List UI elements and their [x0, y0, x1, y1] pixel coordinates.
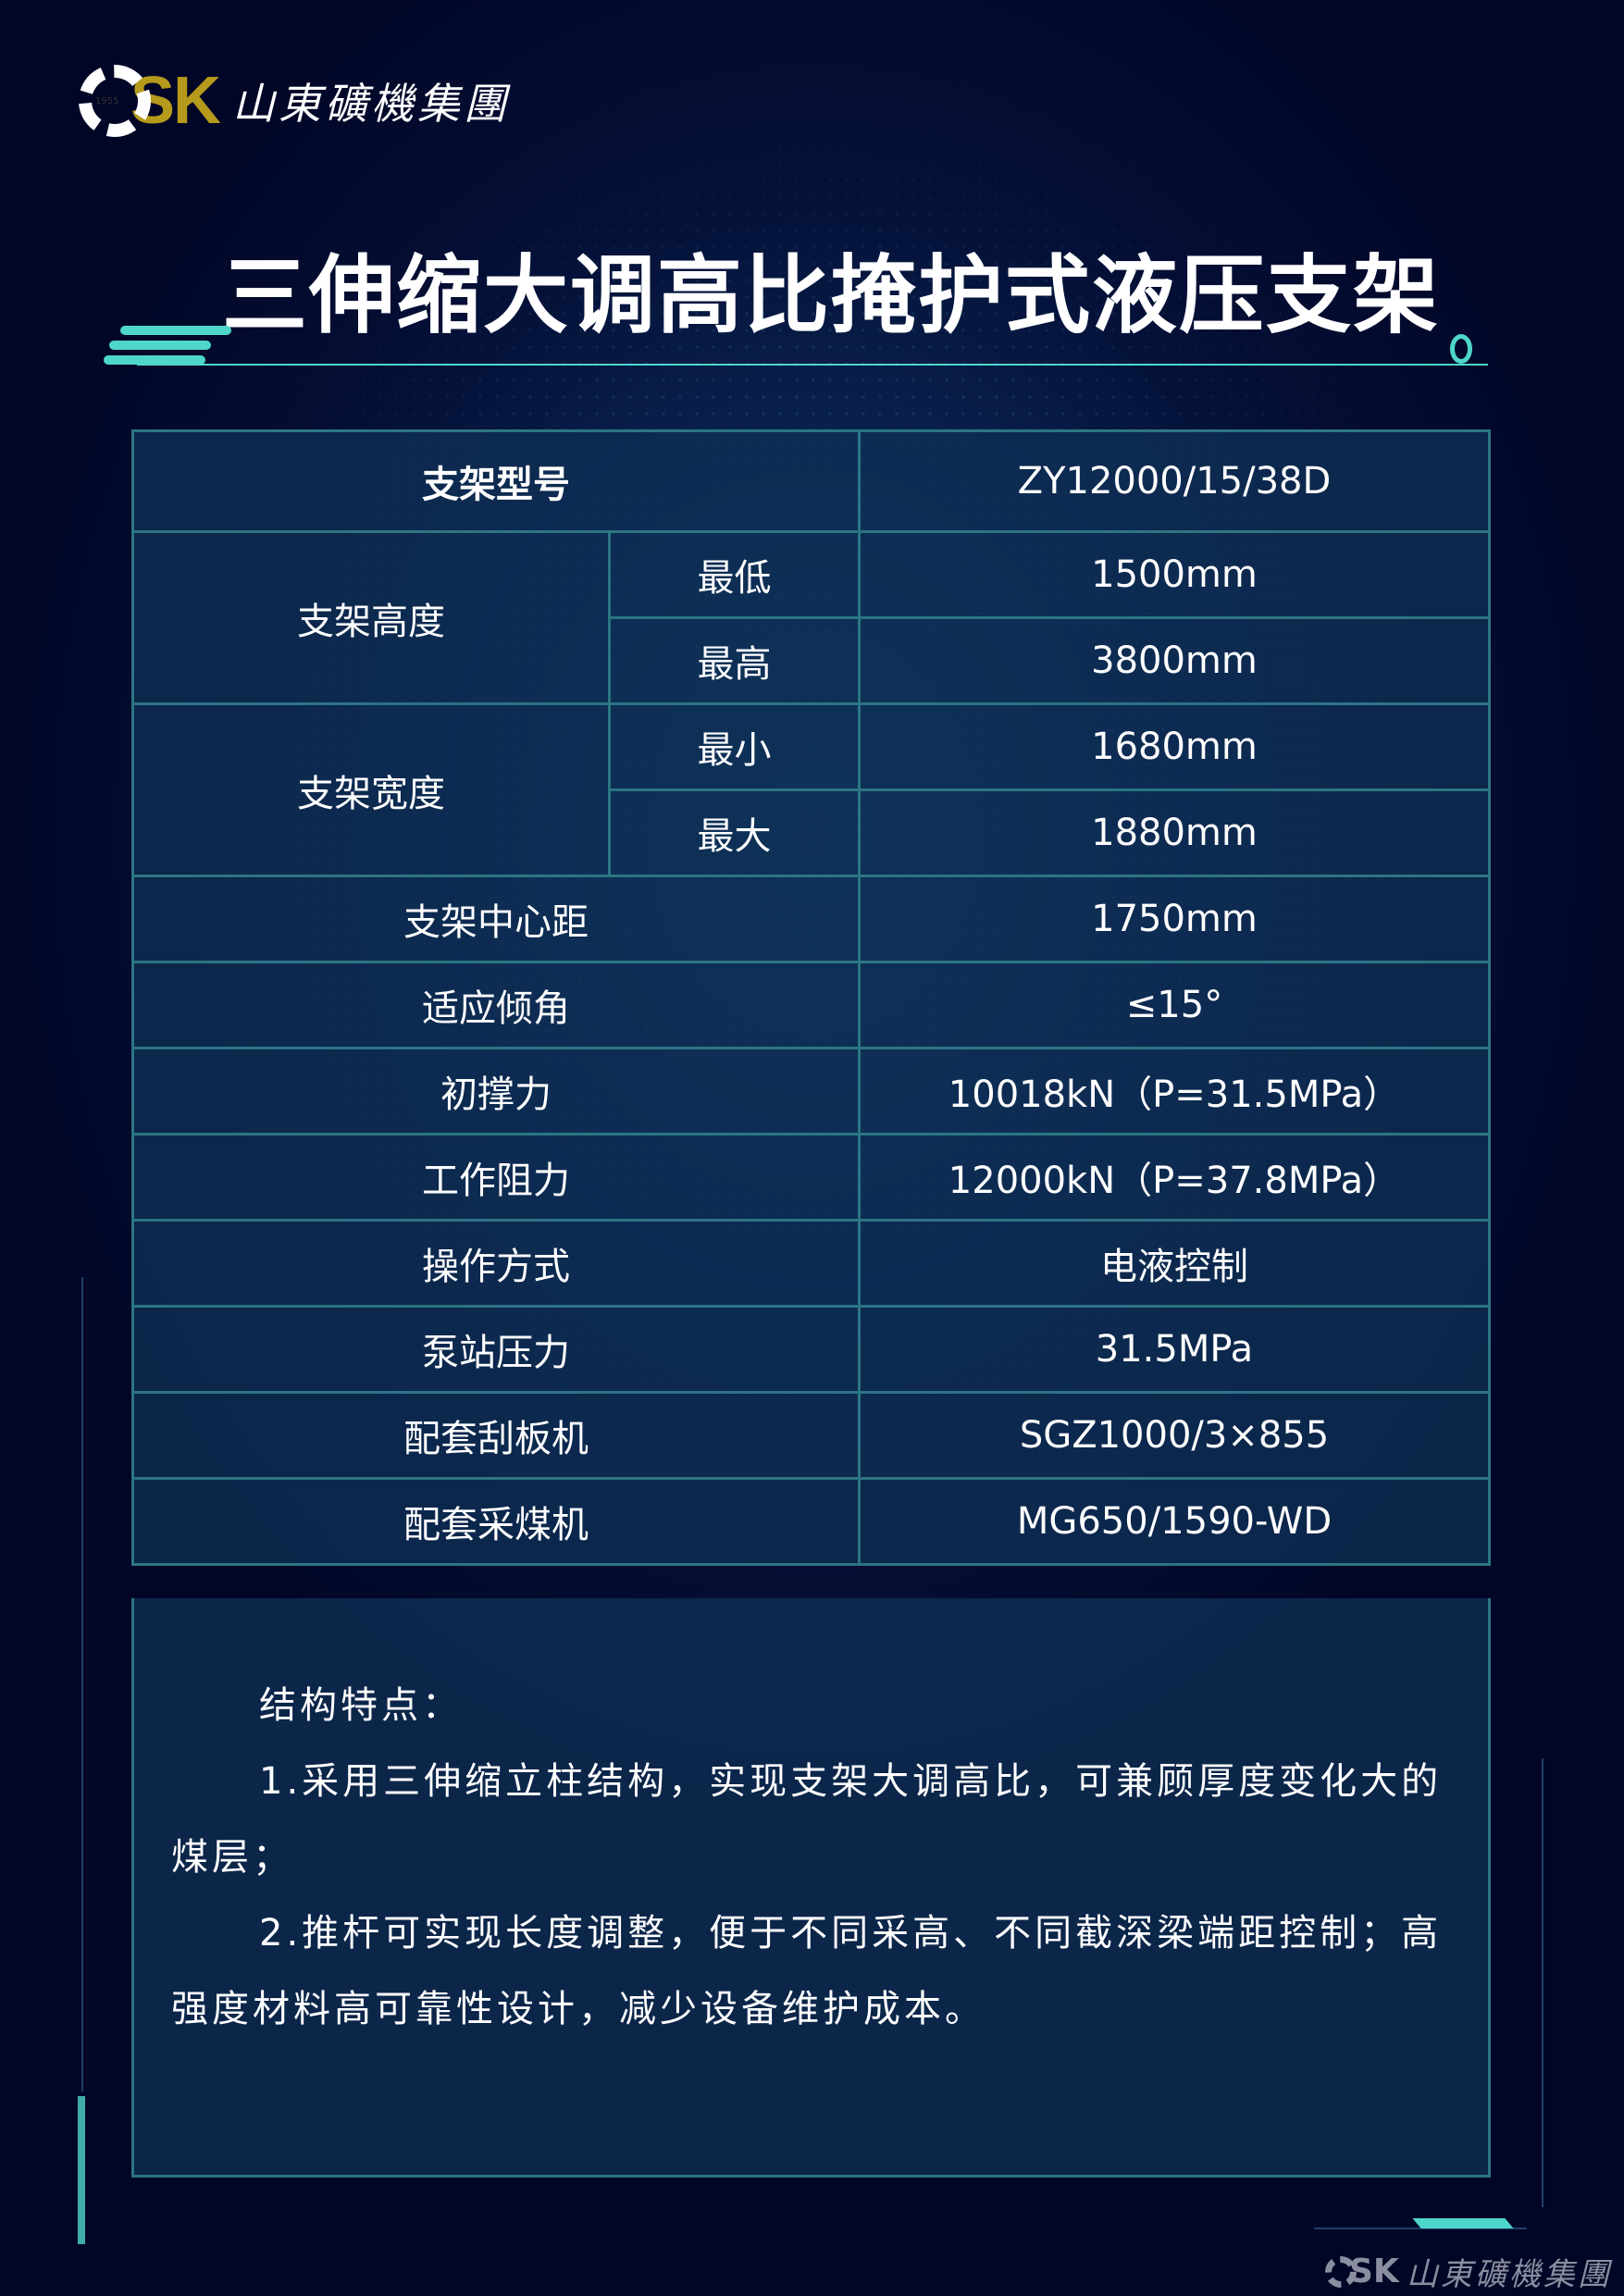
height-min-value: 1500mm	[858, 530, 1491, 619]
gear-icon: 1955	[79, 65, 151, 137]
feature-item: 2.推杆可实现长度调整，便于不同采高、不同截深梁端距控制；高强度材料高可靠性设计…	[171, 1912, 1443, 2030]
brand-name: 山東礦機集團	[232, 79, 511, 129]
width-min-label: 最小	[608, 702, 861, 791]
table-row: 泵站压力 31.5MPa	[131, 1305, 1491, 1394]
footer-brand-mark: SK	[1349, 2253, 1399, 2290]
row-label: 配套刮板机	[131, 1391, 861, 1480]
table-row: 初撑力 10018kN（P=31.5MPa）	[131, 1047, 1491, 1136]
title-stripes-decoration	[104, 326, 231, 370]
width-max-label: 最大	[608, 788, 861, 877]
row-value: 1750mm	[858, 875, 1491, 963]
table-row: 支架中心距 1750mm	[131, 875, 1491, 963]
row-label: 初撑力	[131, 1047, 861, 1136]
table-row: 最高 3800mm	[133, 616, 1491, 705]
row-label: 工作阻力	[131, 1133, 861, 1222]
table-row: 配套采煤机 MG650/1590-WD	[131, 1477, 1491, 1566]
height-max-value: 3800mm	[858, 616, 1491, 705]
frame-line-left	[81, 1277, 83, 2091]
row-label: 支架中心距	[131, 875, 861, 963]
features-panel: 结构特点： 1.采用三伸缩立柱结构，实现支架大调高比，可兼顾厚度变化大的煤层； …	[131, 1598, 1491, 2178]
row-value: SGZ1000/3×855	[858, 1391, 1491, 1480]
brand-year: 1955	[95, 96, 119, 106]
row-value: 31.5MPa	[858, 1305, 1491, 1394]
footer-logo: SK 山東礦機集團	[1325, 2249, 1612, 2294]
row-value: ≤15°	[858, 961, 1491, 1049]
model-value: ZY12000/15/38D	[858, 429, 1491, 533]
table-row: 最大 1880mm	[133, 788, 1491, 877]
table-row: 支架型号 ZY12000/15/38D	[131, 429, 1491, 533]
row-value: MG650/1590-WD	[858, 1477, 1491, 1566]
table-row: 操作方式 电液控制	[131, 1219, 1491, 1308]
row-value: 电液控制	[858, 1219, 1491, 1308]
row-label: 泵站压力	[131, 1305, 861, 1394]
footer-brand-name: 山東礦機集團	[1406, 2256, 1612, 2293]
features-heading: 结构特点：	[259, 1684, 463, 1727]
gear-icon	[1325, 2255, 1357, 2288]
row-value: 12000kN（P=37.8MPa）	[858, 1133, 1491, 1222]
table-row: 支架宽度 最小 1680mm	[131, 702, 1491, 877]
ring-decoration-icon	[1450, 334, 1472, 364]
table-row: 配套刮板机 SGZ1000/3×855	[131, 1391, 1491, 1480]
frame-line-bottom	[1314, 2228, 1527, 2229]
height-max-label: 最高	[608, 616, 861, 705]
table-row: 支架高度 最低 1500mm	[131, 530, 1491, 705]
left-accent-decoration	[78, 2096, 85, 2244]
brand-logo: 1955 SK 山東礦機集團	[79, 63, 510, 139]
width-min-value: 1680mm	[858, 702, 1491, 791]
table-row: 适应倾角 ≤15°	[131, 961, 1491, 1049]
accent-bar-decoration	[1412, 2218, 1514, 2228]
row-label: 配套采煤机	[131, 1477, 861, 1566]
width-label: 支架宽度	[131, 702, 611, 877]
model-label: 支架型号	[131, 429, 861, 533]
spec-table: 支架型号 ZY12000/15/38D 支架高度 最低 1500mm 最高 38…	[131, 429, 1491, 1566]
feature-item: 1.采用三伸缩立柱结构，实现支架大调高比，可兼顾厚度变化大的煤层；	[171, 1760, 1443, 1879]
row-value: 10018kN（P=31.5MPa）	[858, 1047, 1491, 1136]
row-label: 适应倾角	[131, 961, 861, 1049]
height-min-label: 最低	[608, 530, 861, 619]
table-row: 工作阻力 12000kN（P=37.8MPa）	[131, 1133, 1491, 1222]
page-title: 三伸缩大调高比掩护式液压支架	[222, 246, 1441, 345]
width-max-value: 1880mm	[858, 788, 1491, 877]
frame-line-right	[1542, 1758, 1543, 2207]
title-underline	[137, 364, 1488, 366]
row-label: 操作方式	[131, 1219, 861, 1308]
height-label: 支架高度	[131, 530, 611, 705]
